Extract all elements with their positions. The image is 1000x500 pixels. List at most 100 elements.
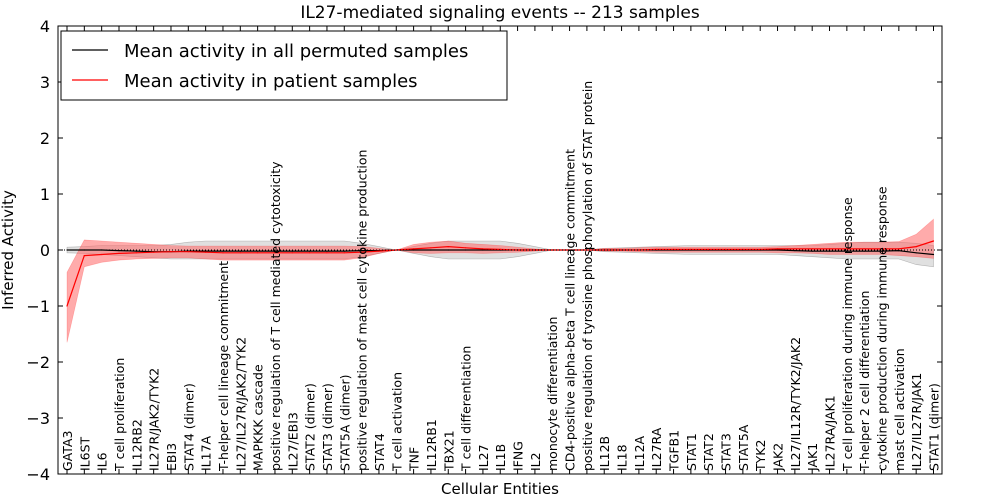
x-tick-label: STAT1	[684, 433, 699, 471]
x-ticks	[66, 26, 934, 474]
point-series-1-23	[465, 247, 467, 249]
x-tick-label: IL27/EBI3	[285, 412, 300, 471]
point-series-1-11	[257, 252, 259, 254]
x-tick-label: STAT4 (dimer)	[181, 383, 196, 471]
x-tick-label: TBX21	[441, 430, 456, 472]
x-tick-label: positive regulation of mast cell cytokin…	[355, 150, 370, 471]
x-tick-label: STAT1 (dimer)	[927, 383, 942, 471]
point-series-0-9	[222, 250, 224, 252]
point-series-1-17	[361, 251, 363, 253]
x-tick-label: IL27/IL27R/JAK2/TYK2	[233, 337, 248, 471]
x-tick-label: IL27RA	[649, 427, 664, 471]
point-series-0-42	[794, 250, 796, 252]
point-series-1-13	[291, 252, 293, 254]
x-axis-label: Cellular Entities	[441, 480, 559, 498]
band-series-1	[66, 218, 934, 343]
point-series-1-2	[101, 253, 103, 256]
y-tick-label: 1	[40, 185, 50, 204]
point-series-1-14	[309, 252, 311, 254]
point-series-1-4	[135, 252, 137, 254]
y-tick-label: 4	[40, 17, 50, 36]
legend-label-permuted: Mean activity in all permuted samples	[124, 41, 468, 62]
x-tick-label: IL6	[95, 452, 110, 471]
y-tick-label: 0	[40, 241, 50, 260]
point-series-0-50	[932, 253, 935, 256]
x-tick-label: IL27/IL27R/JAK1	[909, 373, 924, 471]
point-series-1-33	[638, 249, 640, 251]
x-tick-labels: GATA3 IL6ST IL6 T cell proliferation IL12RB2…	[60, 81, 942, 472]
point-series-1-42	[794, 248, 796, 250]
point-series-0-10	[239, 250, 241, 252]
x-tick-label: IL17A	[199, 435, 214, 471]
point-series-1-18	[378, 250, 380, 252]
point-series-1-32	[621, 249, 623, 251]
point-series-1-15	[326, 252, 328, 254]
x-tick-label: STAT3 (dimer)	[320, 383, 335, 471]
x-tick-label: IL18	[615, 444, 630, 471]
point-series-0-46	[863, 250, 865, 252]
x-tick-label: IL6ST	[77, 436, 92, 471]
y-tick-label: −3	[26, 409, 50, 428]
x-tick-label: STAT5A	[736, 424, 751, 471]
x-tick-label: JAK2	[771, 443, 786, 472]
point-series-1-8	[205, 251, 207, 253]
point-series-1-37	[707, 248, 709, 250]
point-series-1-43	[811, 248, 813, 250]
x-tick-label: IL27RA/JAK1	[823, 395, 838, 471]
x-tick-label: IL27R/JAK2/TYK2	[147, 368, 162, 471]
x-tick-label: STAT3	[719, 433, 734, 471]
y-tick-label: −1	[26, 297, 50, 316]
x-tick-label: IL1B	[493, 444, 508, 471]
legend-label-patient: Mean activity in patient samples	[124, 71, 418, 92]
point-series-1-21	[430, 247, 432, 249]
legend: Mean activity in all permuted samples Me…	[60, 30, 508, 101]
point-series-1-24	[482, 248, 484, 250]
point-series-1-3	[118, 252, 120, 254]
x-tick-label: CD4-positive alpha-beta T cell lineage c…	[563, 149, 578, 471]
x-tick-label: T cell activation	[389, 372, 404, 472]
x-tick-label: positive regulation of T cell mediated c…	[268, 161, 283, 471]
x-tick-label: STAT2 (dimer)	[303, 383, 318, 471]
point-series-1-22	[447, 246, 449, 248]
x-tick-label: T cell proliferation	[112, 358, 127, 472]
x-tick-label: IFNG	[511, 441, 526, 471]
point-series-0-20	[413, 249, 415, 251]
point-series-1-9	[222, 252, 224, 254]
y-tick-label: 3	[40, 73, 50, 92]
point-series-1-19	[395, 249, 397, 251]
point-series-0-15	[326, 250, 328, 252]
point-series-0-12	[274, 250, 276, 252]
x-tick-label: STAT4	[372, 433, 387, 471]
x-tick-label: mast cell activation	[892, 348, 907, 471]
point-series-1-47	[880, 248, 883, 250]
point-series-1-28	[551, 249, 553, 251]
point-series-0-45	[846, 250, 848, 252]
x-tick-label: T-helper cell lineage commitment	[216, 261, 231, 472]
point-series-1-16	[343, 252, 345, 254]
point-series-1-41	[776, 248, 779, 250]
x-tick-label: IL12RB2	[129, 419, 144, 471]
x-tick-label: GATA3	[60, 431, 75, 471]
point-series-1-49	[915, 246, 917, 248]
point-series-1-50	[932, 240, 935, 242]
x-tick-label: cytokine production during immune respon…	[875, 186, 890, 471]
x-tick-label: MAPKKK cascade	[251, 364, 266, 471]
chart-title: IL27-mediated signaling events -- 213 sa…	[300, 3, 700, 23]
x-tick-label: TGFB1	[667, 430, 682, 472]
x-tick-label: JAK1	[805, 443, 820, 472]
x-tick-label: T cell proliferation during immune respo…	[840, 197, 855, 472]
point-series-0-47	[880, 250, 883, 252]
x-tick-label: T-helper 2 cell differentiation	[857, 291, 872, 472]
point-series-1-44	[828, 248, 831, 250]
x-tick-label: positive regulation of tyrosine phosphor…	[580, 81, 595, 471]
point-series-1-38	[724, 248, 727, 250]
x-tick-label: STAT5A (dimer)	[337, 375, 352, 471]
x-tick-label: IL12RB1	[424, 419, 439, 471]
point-series-0-11	[257, 250, 259, 252]
confidence-bands	[66, 218, 934, 343]
x-tick-label: STAT2	[701, 433, 716, 471]
x-tick-label: EBI3	[164, 443, 179, 471]
point-series-0-41	[776, 249, 779, 251]
point-series-0-2	[101, 249, 103, 251]
point-series-0-14	[309, 250, 311, 252]
